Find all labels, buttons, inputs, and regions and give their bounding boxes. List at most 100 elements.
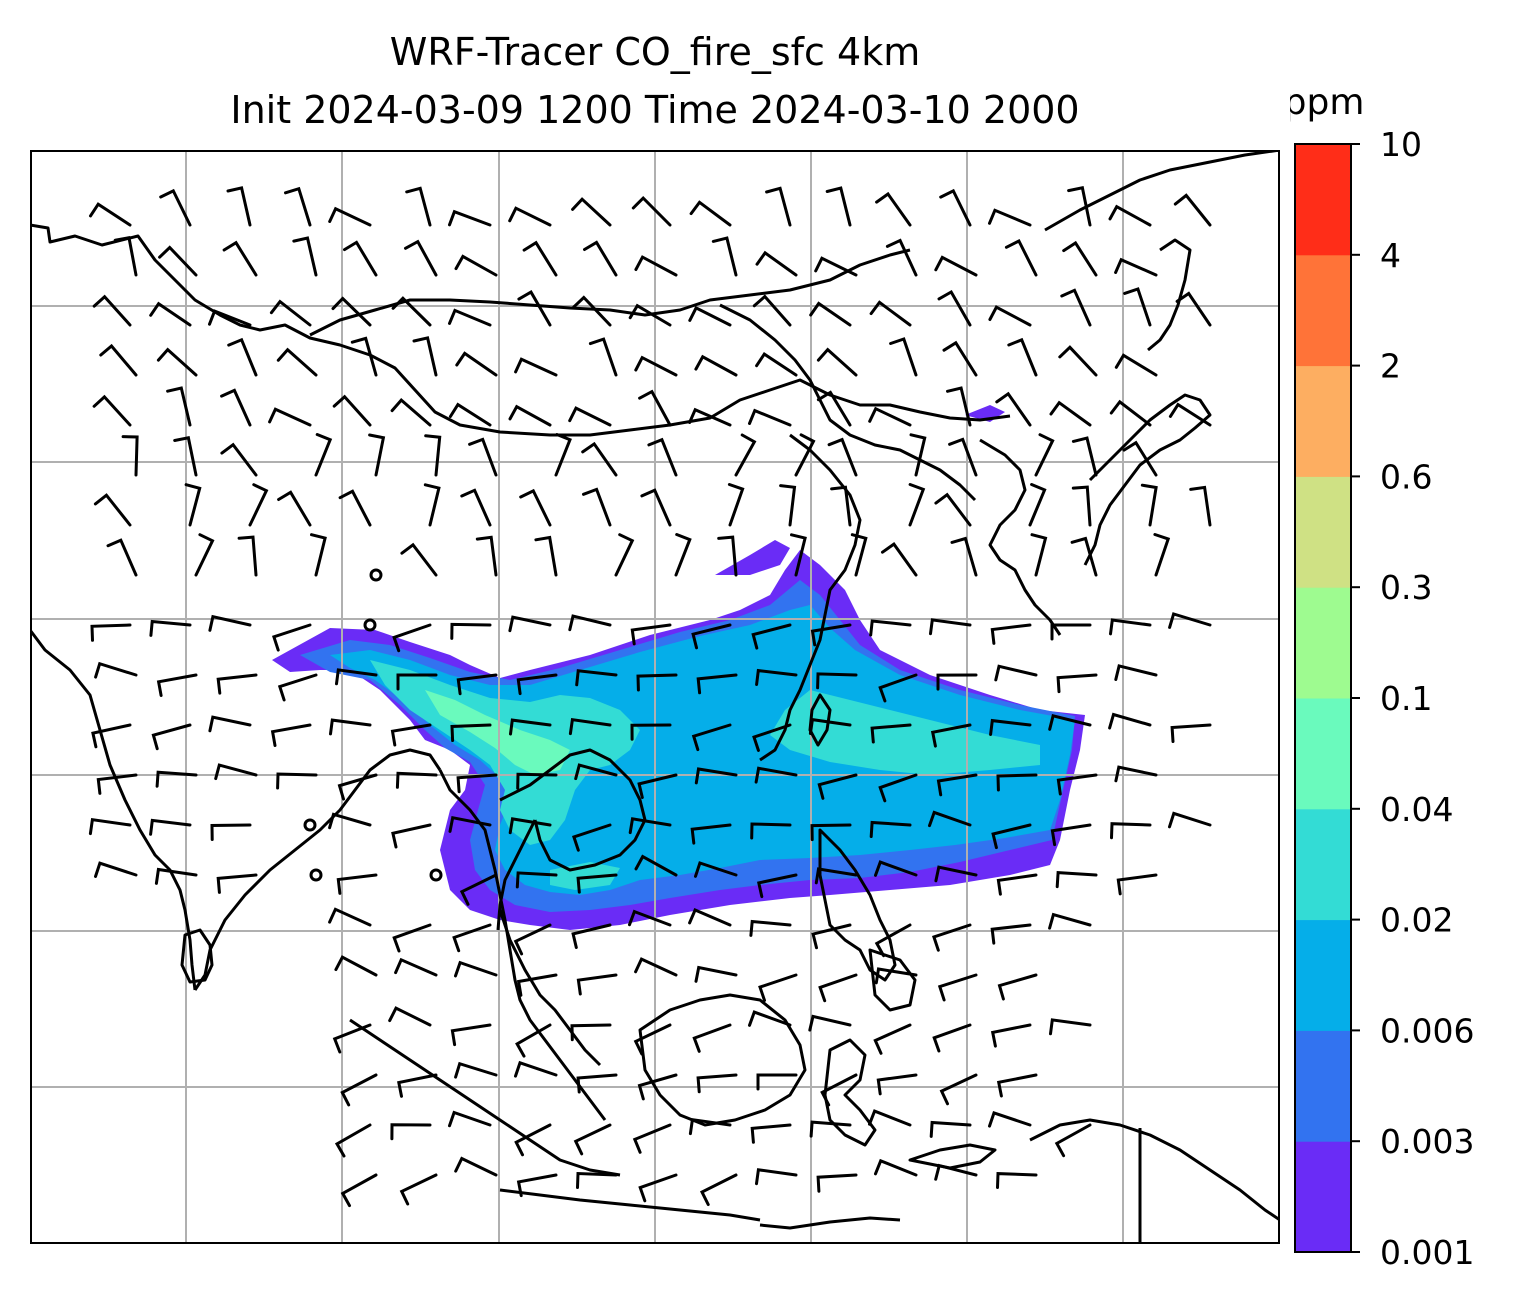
wind-barb [575,669,618,687]
wind-barb [818,973,858,1003]
wind-barb [121,435,139,477]
wind-barb [630,723,672,741]
wind-barb [454,1156,498,1177]
wind-barb [570,1023,612,1042]
wind-barb [689,200,732,227]
border-china-north [719,303,977,502]
coastlines [30,150,1280,1244]
wind-barb [405,186,432,227]
wind-barb [850,533,868,577]
wind-barb [588,337,618,377]
wind-barb [468,437,498,477]
wind-barb [811,923,852,950]
wind-barb [991,823,1032,850]
wind-barb [154,867,198,885]
wind-barb [1067,186,1092,227]
wind-barb [756,1073,798,1091]
wind-barb [758,973,798,1002]
wind-barb [522,240,558,277]
wind-barb [997,973,1038,1001]
wind-barb [554,433,572,477]
coastline-india-west [30,629,197,991]
wind-barb [149,301,192,327]
wind-barb [996,773,1038,792]
coastline-korea [979,438,1062,636]
wind-barb [113,235,138,277]
wind-barb [1110,822,1152,840]
wind-barb [1116,873,1158,896]
coastline-gulf-of-thailand [496,819,537,931]
wind-barb [929,1120,972,1138]
wind-barb [277,673,318,702]
wind-barb [151,723,192,751]
wind-barb [875,191,912,227]
wind-barb [881,542,918,577]
wind-barb [220,388,252,427]
wind-barb [688,305,732,327]
wind-barb [1050,823,1092,847]
colorbar-band-8 [1295,254,1351,367]
wind-barb [885,238,918,277]
wind-barb [869,300,912,327]
wind-barb [820,1073,858,1107]
wind-barb [690,823,732,845]
wind-barb [576,873,618,894]
coastline-northwest [30,223,1011,437]
coastline-borneo [638,993,807,1127]
wind-barb [1173,193,1212,227]
wind-barb [508,206,552,227]
wind-barb [640,488,672,527]
wind-barb [1108,712,1152,730]
wind-barb [694,965,738,983]
wind-barb [688,908,732,927]
wind-barb [932,923,972,952]
wind-barb [88,818,132,836]
wind-barb [939,1073,978,1106]
wind-barb [988,305,1032,327]
wind-barb [808,717,852,735]
wind-barb [268,407,312,427]
wind-barb [874,860,918,877]
wind-barb [1058,345,1098,377]
wind-barb [995,391,1032,427]
wind-barb [874,923,912,958]
wind-barb [1049,1018,1092,1036]
wind-barb [350,336,378,377]
coastline-japan [1083,393,1212,566]
wind-barb [343,240,378,277]
plume-level-0.04 [425,690,570,775]
colorbar-band-2 [1295,919,1351,1031]
wind-barb [456,773,498,794]
wind-barb [751,623,792,650]
wind-barb [928,810,972,828]
wind-barb [248,483,269,527]
wind-barb [946,386,972,427]
wind-barb [878,673,918,703]
wind-barb [392,623,432,653]
colorbar: ppm 0.001 0.003 0.006 0.02 0.04 0.1 0.3 0.6 2 4 10 [1290,82,1474,1272]
wind-barb [628,909,672,927]
wind-barb [878,773,918,803]
wind-barb [634,355,678,377]
wind-barb [334,1123,372,1158]
wind-barb [996,1073,1038,1098]
wind-barb [336,873,378,895]
wind-barb [711,236,738,277]
wind-barb [1109,399,1152,427]
colorbar-band-1 [1295,1030,1351,1142]
wind-barb [628,303,672,327]
coastline-taiwan [808,693,832,747]
wind-barb [158,245,198,277]
wind-barb [514,1123,552,1157]
wind-barb [1056,673,1098,694]
wind-barb [571,923,612,949]
wind-barb [395,771,438,789]
wind-barb [717,535,738,577]
wind-barb [91,723,132,749]
colorbar-ticks: 0.001 0.003 0.006 0.02 0.04 0.1 0.3 0.6 2 4 10 [1351,125,1474,1272]
wind-barb [1168,612,1212,629]
wind-barb [755,352,798,377]
wind-barb [581,441,618,477]
wind-barb [816,347,858,377]
wind-barb [400,542,438,577]
